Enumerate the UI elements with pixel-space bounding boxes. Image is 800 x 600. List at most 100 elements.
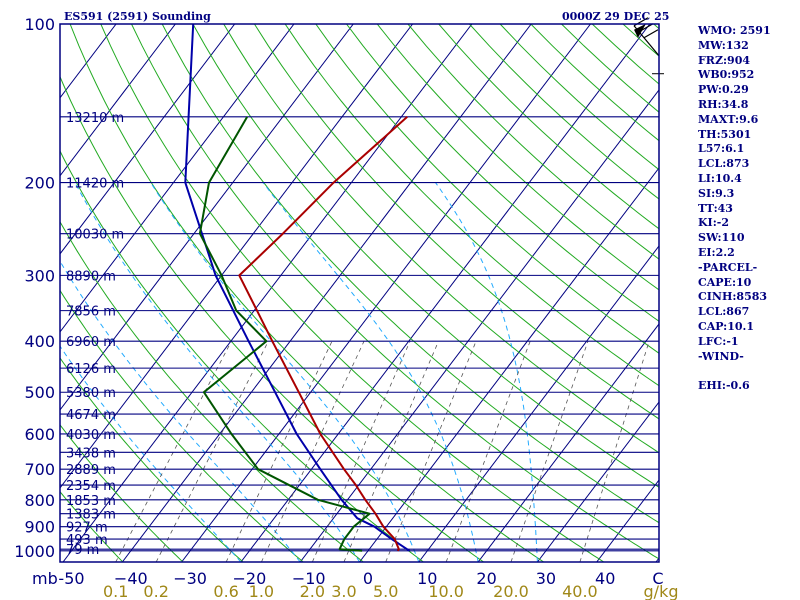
isotherm-line	[60, 24, 295, 333]
height-label: 79 m	[66, 543, 99, 558]
mixing-ratio-tick-label: 20.0	[493, 582, 529, 600]
index-row: EHI:-0.6	[698, 379, 750, 393]
index-row: MAXT:9.6	[698, 112, 759, 126]
isotherm-line	[359, 167, 659, 562]
dry-adiabat-line	[60, 75, 484, 562]
height-label: 6960 m	[66, 335, 116, 350]
height-label: 1853 m	[66, 494, 116, 509]
index-row: WMO: 2591	[698, 24, 771, 37]
index-row: L57:6.1	[698, 142, 745, 156]
pressure-tick-label: 400	[24, 332, 55, 351]
height-label: 493 m	[66, 533, 108, 548]
height-label: 2889 m	[66, 463, 116, 478]
height-label: 4674 m	[66, 408, 116, 423]
pressure-tick-label: 900	[24, 518, 55, 537]
pressure-tick-label: 200	[24, 174, 55, 193]
dry-adiabat-line	[346, 24, 659, 322]
temperature-unit-label: C	[652, 569, 663, 588]
height-label: 2354 m	[66, 479, 116, 494]
index-row: LCL:873	[698, 157, 750, 171]
moist-adiabat-line	[150, 182, 420, 562]
mixing-ratio-unit-label: g/kg	[644, 582, 679, 600]
mixing-ratio-tick-label: 40.0	[562, 582, 598, 600]
dry-adiabat-line	[100, 24, 605, 562]
dry-adiabat-line	[60, 220, 364, 562]
moist-adiabat-line	[74, 182, 360, 562]
temperature-tick-label: 10	[417, 569, 437, 588]
index-row: -WIND-	[698, 349, 744, 363]
mixing-ratio-tick-label: 5.0	[373, 582, 398, 600]
moist-adiabat-line	[60, 260, 301, 562]
index-row: LCL:867	[698, 305, 750, 319]
index-row: WB0:952	[698, 68, 755, 82]
height-label: 3438 m	[66, 446, 116, 461]
mixing-ratio-tick-label: 2.0	[300, 582, 325, 600]
mixing-ratio-line	[311, 341, 411, 562]
mixing-ratio-line	[261, 341, 365, 562]
mixing-ratio-tick-label: 3.0	[331, 582, 356, 600]
index-row: CAPE:10	[698, 275, 752, 289]
pressure-tick-label: 800	[24, 491, 55, 510]
height-label: 7856 m	[66, 305, 116, 320]
index-row: SW:110	[698, 231, 745, 245]
temperature-tick-label: −30	[173, 569, 207, 588]
dry-adiabat-line	[253, 24, 659, 420]
height-label: 4030 m	[66, 428, 116, 443]
dry-adiabat-line	[69, 24, 544, 562]
pressure-tick-label: 700	[24, 460, 55, 479]
dry-adiabat-line	[376, 24, 659, 291]
temperature-tick-label: −10	[292, 569, 326, 588]
sounding-profiles	[184, 24, 411, 552]
mixing-ratio-line	[155, 341, 269, 562]
temperature-tick-label: 40	[595, 569, 615, 588]
pressure-tick-label: 100	[24, 15, 55, 34]
mixing-ratio-tick-label: 0.6	[213, 582, 238, 600]
pressure-tick-label: 600	[24, 425, 55, 444]
isotherm-line	[62, 24, 473, 562]
dry-adiabat-line	[60, 289, 304, 562]
dry-adiabat-line	[60, 424, 184, 562]
wind-barbs	[633, 17, 664, 75]
indices-panel: WMO: 2591 MW:132 FRZ:904 WB0:952 PW:0.29 RH:3…	[698, 24, 798, 394]
station-title: ES591 (2591) Sounding	[64, 10, 211, 23]
dewpoint-trace-line	[198, 116, 371, 552]
index-row: RH:34.8	[698, 97, 749, 111]
mixing-ratio-line	[225, 341, 333, 562]
temperature-tick-label: −40	[114, 569, 148, 588]
isotherm-line	[60, 24, 413, 489]
dry-adiabat-line	[131, 24, 659, 560]
moist-adiabat-line	[435, 182, 538, 562]
index-row: TH:5301	[698, 127, 752, 141]
isotherm-line	[60, 24, 354, 411]
index-row: FRZ:904	[698, 53, 751, 67]
isotherm-line	[240, 24, 651, 562]
index-row: CAP:10.1	[698, 319, 755, 333]
height-label: 5380 m	[66, 386, 116, 401]
plot-frame	[59, 23, 660, 563]
mixing-ratio-tick-label: 1.0	[249, 582, 274, 600]
isotherm-line	[181, 24, 591, 562]
mixing-ratio-tick-label: 0.1	[103, 582, 128, 600]
dry-adiabat-line	[161, 24, 659, 524]
parcel-trace-line	[184, 24, 411, 552]
temperature-tick-label: −20	[233, 569, 267, 588]
mixing-ratio-tick-label: 0.2	[143, 582, 168, 600]
dry-adiabat-line	[223, 24, 659, 454]
temperature-tick-label: -50	[58, 569, 84, 588]
index-row: LI:10.4	[698, 171, 742, 185]
dry-adiabat-line	[284, 24, 659, 387]
time-title: 0000Z 29 DEC 25	[562, 10, 669, 23]
temperature-tick-label: 0	[363, 569, 373, 588]
index-row: SI:9.3	[698, 186, 735, 200]
wind-barb	[633, 17, 664, 75]
pressure-tick-label: 300	[24, 266, 55, 285]
index-row: TT:43	[698, 201, 733, 215]
isotherm-line	[418, 245, 659, 562]
pressure-tick-label: 500	[24, 383, 55, 402]
mixing-ratio-line	[510, 341, 589, 562]
index-row: MW:132	[698, 38, 749, 52]
dry-adiabat-line	[192, 24, 659, 488]
isotherm-line	[477, 323, 659, 562]
isotherm-line	[60, 24, 236, 255]
height-label: 8890 m	[66, 269, 116, 284]
